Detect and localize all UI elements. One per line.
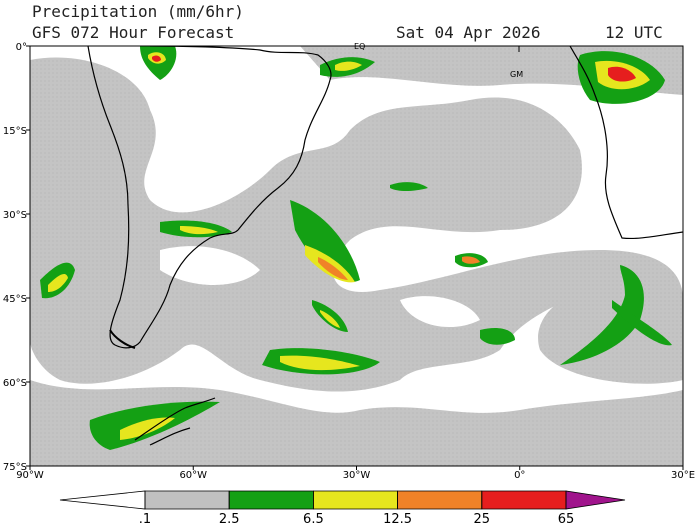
- title: Precipitation (mm/6hr): [32, 2, 244, 21]
- map-field: [30, 46, 683, 466]
- date: Sat 04 Apr 2026: [396, 23, 541, 42]
- map-annotation: EQ: [354, 42, 365, 51]
- colorbar-label: 25: [474, 512, 491, 525]
- y-tick-label: 45°S: [3, 294, 27, 305]
- colorbar-label: 6.5: [303, 512, 324, 525]
- x-tick-label: 90°W: [16, 470, 44, 481]
- colorbar-label: 12.5: [383, 512, 412, 525]
- y-tick-label: 0°: [16, 42, 27, 53]
- colorbar-segment: [397, 490, 483, 510]
- y-tick-label: 30°S: [3, 210, 27, 221]
- y-tick-label: 15°S: [3, 126, 27, 137]
- colorbar-segment: [59, 490, 146, 510]
- y-tick-label: 75°S: [3, 462, 27, 473]
- colorbar-label: .1: [139, 512, 151, 525]
- subtitle: GFS 072 Hour Forecast: [32, 23, 234, 42]
- colorbar-segment: [481, 490, 567, 510]
- map-annotation: GM: [510, 70, 523, 79]
- colorbar-label: 2.5: [219, 512, 240, 525]
- x-tick-label: 0°: [514, 470, 525, 481]
- time: 12 UTC: [605, 23, 663, 42]
- colorbar-segment: [313, 490, 398, 510]
- colorbar-segment: [144, 490, 230, 510]
- y-tick-label: 60°S: [3, 378, 27, 389]
- colorbar-segment: [228, 490, 314, 510]
- colorbar-label: 65: [558, 512, 575, 525]
- colorbar-segment: [565, 490, 626, 510]
- x-tick-label: 30°W: [343, 470, 371, 481]
- x-tick-label: 60°W: [179, 470, 207, 481]
- x-tick-label: 30°E: [671, 470, 695, 481]
